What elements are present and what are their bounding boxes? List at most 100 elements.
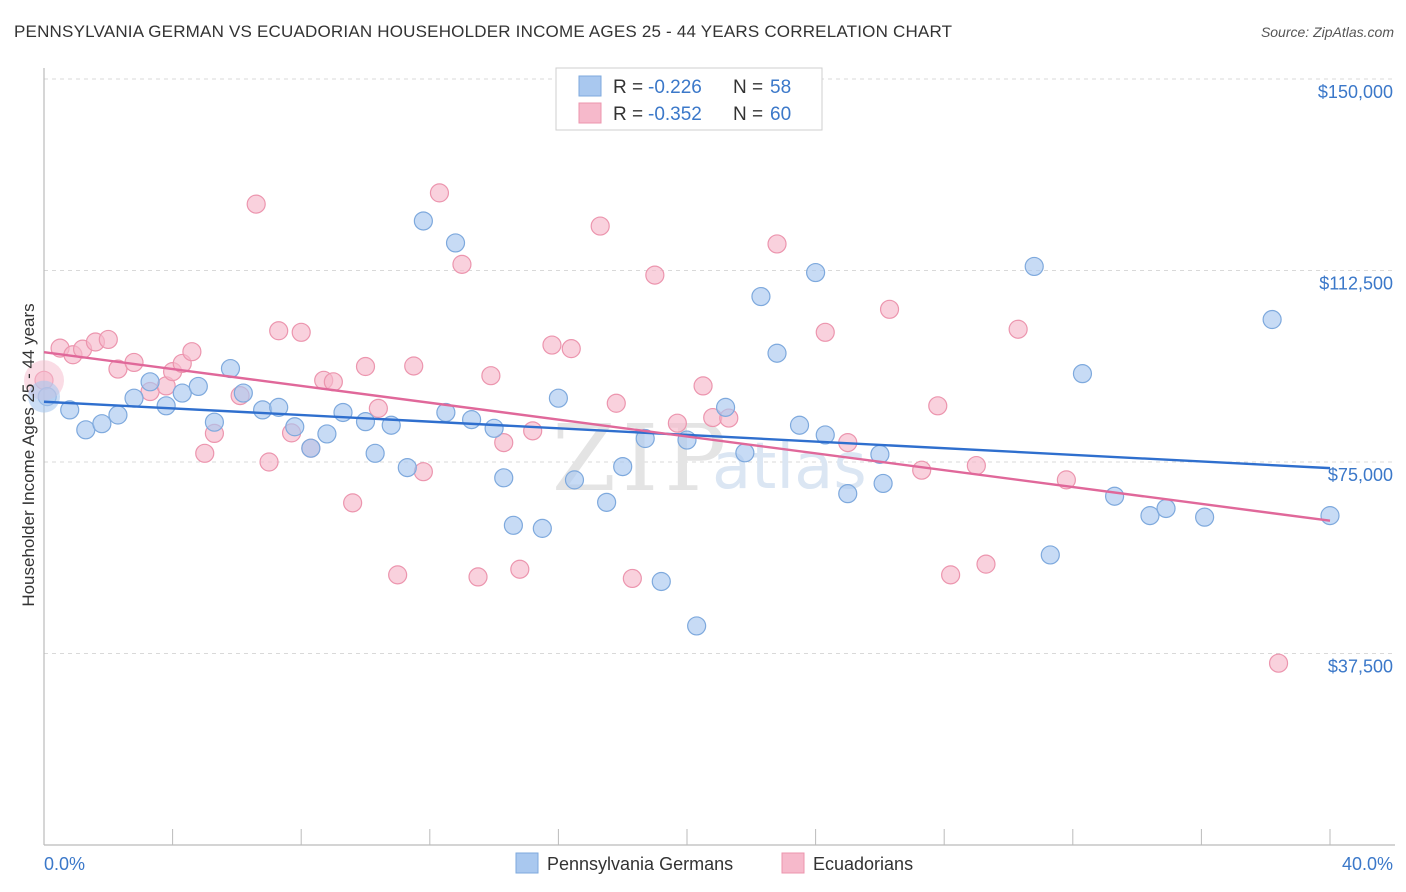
data-point xyxy=(429,183,450,203)
data-point xyxy=(368,398,388,418)
data-point xyxy=(413,211,433,231)
data-point xyxy=(1262,309,1282,330)
data-point xyxy=(767,234,787,254)
series-legend-swatch-blue xyxy=(515,852,539,874)
legend-r-label-pink: R = xyxy=(613,104,643,125)
x-tick-label: 0.0% xyxy=(44,854,85,874)
data-point xyxy=(388,565,408,585)
data-point xyxy=(1320,506,1340,526)
data-point xyxy=(494,432,514,453)
data-point xyxy=(333,402,353,423)
data-point xyxy=(564,470,585,490)
y-tick-label: $75,000 xyxy=(1328,465,1393,485)
data-point xyxy=(1104,486,1125,506)
data-point xyxy=(404,356,424,376)
data-point xyxy=(789,415,810,435)
data-point xyxy=(548,388,569,408)
chart-title: PENNSYLVANIA GERMAN VS ECUADORIAN HOUSEH… xyxy=(14,22,953,41)
data-point xyxy=(285,417,305,437)
legend-swatch-pink xyxy=(578,102,602,124)
data-point xyxy=(124,388,144,408)
trend-line xyxy=(43,400,1331,470)
data-point xyxy=(941,565,961,585)
legend-r-value-blue: -0.226 xyxy=(648,77,702,98)
data-point xyxy=(343,493,363,513)
data-point xyxy=(751,286,771,307)
data-point xyxy=(503,515,523,535)
y-tick-label: $37,500 xyxy=(1328,657,1393,677)
data-point xyxy=(805,262,826,283)
data-point xyxy=(815,425,835,445)
data-point xyxy=(172,383,192,403)
legend-n-label-pink: N = xyxy=(733,104,763,125)
data-point xyxy=(1024,256,1044,277)
data-point xyxy=(253,400,273,420)
data-point xyxy=(92,414,112,434)
data-point xyxy=(767,343,787,363)
series-legend: Pennsylvania Germans Ecuadorians xyxy=(515,852,913,874)
data-point xyxy=(597,492,617,512)
data-point xyxy=(484,418,504,438)
data-point xyxy=(28,380,60,413)
y-axis-label: Householder Income Ages 25 - 44 years xyxy=(19,303,38,606)
data-point xyxy=(976,554,996,574)
y-tick-label: $112,500 xyxy=(1319,274,1393,294)
series-legend-swatch-pink xyxy=(781,852,805,874)
data-point xyxy=(1040,545,1060,565)
data-point xyxy=(1195,507,1215,527)
legend-n-label-blue: N = xyxy=(733,77,763,98)
axes xyxy=(43,68,1395,846)
data-point xyxy=(108,359,128,379)
data-point xyxy=(928,396,948,416)
data-point xyxy=(259,452,279,472)
data-point xyxy=(76,420,96,440)
data-point xyxy=(645,265,665,285)
data-point xyxy=(317,424,337,444)
data-point xyxy=(481,366,501,386)
data-point xyxy=(204,412,224,432)
legend-r-value-pink: -0.352 xyxy=(648,104,702,125)
data-point xyxy=(195,443,215,463)
data-point xyxy=(355,356,376,377)
stats-legend: R = -0.226 N = 58 R = -0.352 N = 60 xyxy=(555,67,823,131)
data-point xyxy=(1056,470,1076,490)
data-point xyxy=(461,410,482,430)
data-point xyxy=(687,616,707,636)
data-point xyxy=(1140,506,1160,526)
data-point xyxy=(494,468,514,488)
data-point xyxy=(445,233,466,253)
y-tick-label: $150,000 xyxy=(1318,82,1393,102)
data-point xyxy=(651,571,671,592)
legend-r-label-blue: R = xyxy=(613,77,643,98)
data-point xyxy=(60,400,80,420)
data-point xyxy=(561,339,581,359)
data-point xyxy=(1072,364,1093,384)
data-point xyxy=(413,462,433,482)
source-credit: Source: ZipAtlas.com xyxy=(1260,24,1394,40)
data-point xyxy=(269,397,289,417)
data-point xyxy=(188,376,208,397)
tick-labels: $37,500 $75,000 $112,500 $150,000 0.0% 40.0% xyxy=(44,82,1393,874)
data-point xyxy=(523,421,543,441)
data-point xyxy=(735,443,755,463)
grid-lines xyxy=(44,78,1395,654)
data-point xyxy=(246,194,266,214)
data-point xyxy=(590,216,610,236)
data-point xyxy=(815,322,835,342)
data-point xyxy=(622,568,642,589)
data-point xyxy=(182,342,202,362)
data-point xyxy=(452,254,472,274)
legend-swatch-blue xyxy=(578,75,602,97)
x-tick-label: 40.0% xyxy=(1342,854,1393,874)
data-point xyxy=(233,383,253,403)
data-point xyxy=(667,413,687,433)
data-point xyxy=(1156,498,1176,519)
data-point xyxy=(693,376,713,396)
data-point xyxy=(468,567,488,587)
data-point xyxy=(510,559,530,579)
trend-lines xyxy=(43,351,1331,522)
data-point xyxy=(156,396,176,416)
data-point xyxy=(1268,653,1289,673)
data-point xyxy=(98,329,118,350)
